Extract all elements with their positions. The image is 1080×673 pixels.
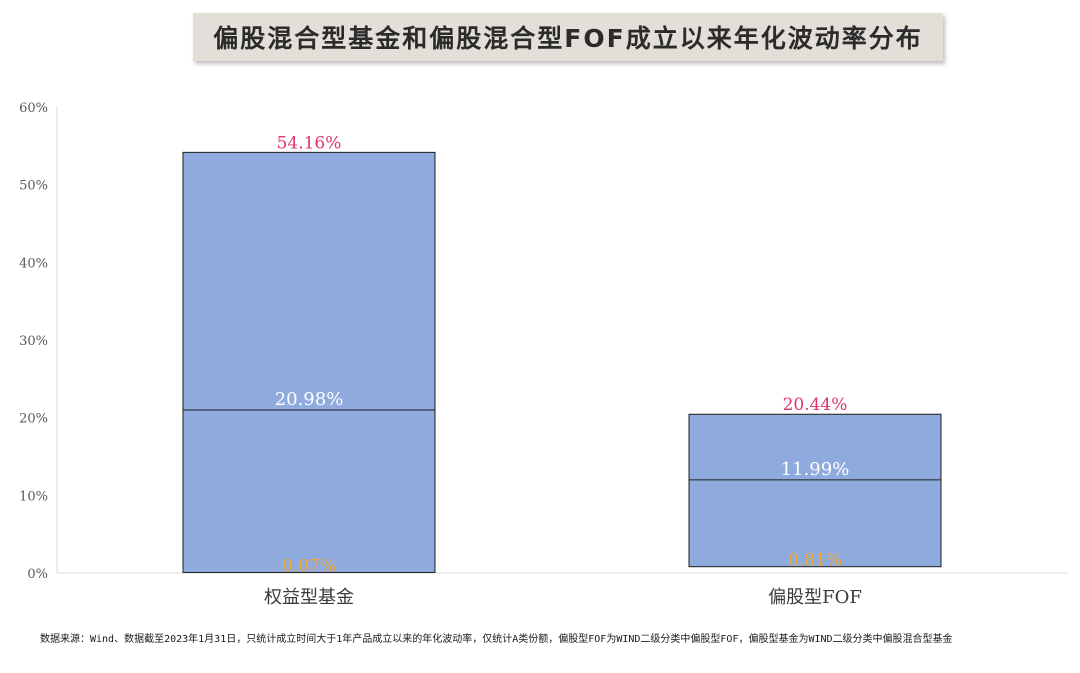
y-tick-label: 20% (19, 412, 48, 427)
min-data-label: 0.07% (282, 556, 336, 576)
x-category-label: 权益型基金 (264, 587, 354, 608)
volatility-range-chart: 0% 10% 20% 30% 40% 50% 60% 54.16% 20.98% 0.07% 权益型… (19, 101, 1068, 608)
median-data-label: 20.98% (275, 389, 344, 410)
range-bar (688, 413, 942, 568)
y-tick-label: 40% (19, 256, 48, 271)
y-tick-label: 60% (19, 101, 48, 116)
chart-title: 偏股混合型基金和偏股混合型FOF成立以来年化波动率分布 (213, 24, 923, 53)
x-category-label: 偏股型FOF (768, 587, 862, 608)
y-tick-label: 50% (19, 179, 48, 194)
median-data-label: 11.99% (781, 459, 850, 480)
y-tick-label: 0% (27, 567, 48, 582)
y-tick-label: 10% (19, 489, 48, 504)
min-data-label: 0.81% (788, 551, 842, 571)
chart-title-box: 偏股混合型基金和偏股混合型FOF成立以来年化波动率分布 (193, 13, 943, 61)
max-data-label: 54.16% (277, 133, 342, 153)
source-footnote: 数据来源：Wind、数据截至2023年1月31日，只统计成立时间大于1年产品成立… (40, 634, 953, 645)
max-data-label: 20.44% (783, 395, 848, 415)
y-tick-label: 30% (19, 334, 48, 349)
range-bar (182, 151, 436, 573)
